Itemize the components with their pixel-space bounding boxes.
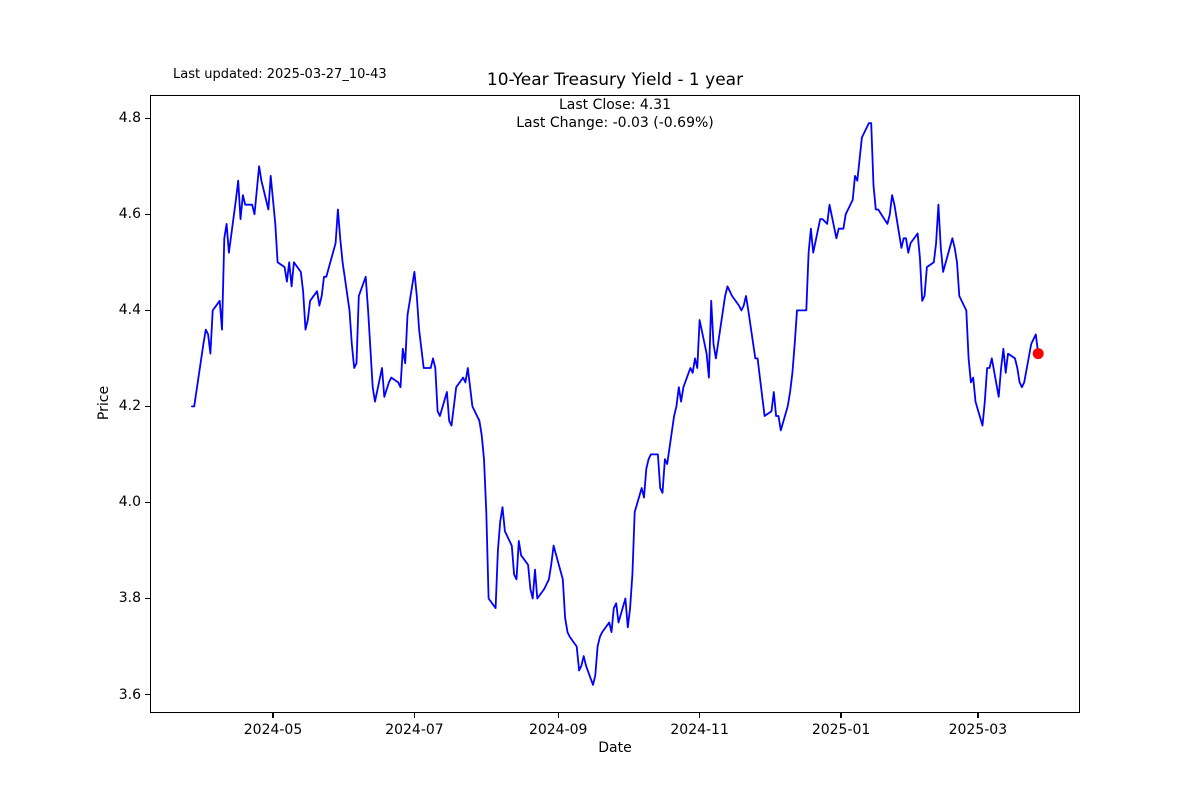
x-tick-mark <box>272 713 274 718</box>
y-tick-mark <box>145 309 150 311</box>
y-axis-label: Price <box>96 385 112 421</box>
y-tick-mark <box>145 597 150 600</box>
x-tick-label: 2024-07 <box>385 722 444 738</box>
y-tick-mark <box>145 501 150 504</box>
plot-frame <box>150 95 1080 713</box>
x-tick-label: 2025-03 <box>948 722 1008 738</box>
subtitle-last-close: Last Close: 4.31 <box>558 97 672 113</box>
x-tick-mark <box>698 713 701 718</box>
x-axis-label: Date <box>598 740 632 756</box>
x-tick-label: 2024-05 <box>243 722 303 738</box>
y-tick-mark <box>145 213 150 215</box>
y-tick-label: 3.6 <box>118 686 141 703</box>
y-tick-label: 4.0 <box>118 494 141 511</box>
yield-line-svg <box>191 122 1044 686</box>
last-updated-text: Last updated: 2025-03-27_10-43 <box>173 67 387 82</box>
price-line <box>191 122 1040 686</box>
y-tick-label: 4.8 <box>118 110 141 127</box>
y-tick-mark <box>145 117 150 119</box>
last-close-marker <box>1032 348 1044 360</box>
y-tick-label: 4.4 <box>118 302 141 319</box>
y-tick-label: 4.2 <box>118 398 141 415</box>
y-tick-mark <box>145 405 150 408</box>
y-tick-mark <box>145 693 150 696</box>
x-tick-mark <box>977 713 979 718</box>
y-tick-label: 4.6 <box>118 206 141 223</box>
subtitle-last-change: Last Change: -0.03 (-0.69%) <box>516 115 714 131</box>
chart-title: 10-Year Treasury Yield - 1 year <box>486 70 744 90</box>
x-tick-label: 2024-11 <box>670 722 729 738</box>
x-tick-label: 2024-09 <box>528 722 588 738</box>
x-tick-label: 2025-01 <box>811 722 871 738</box>
y-tick-label: 3.8 <box>118 590 141 607</box>
x-tick-mark <box>413 713 416 718</box>
x-tick-mark <box>840 713 842 718</box>
x-tick-mark <box>557 713 559 718</box>
